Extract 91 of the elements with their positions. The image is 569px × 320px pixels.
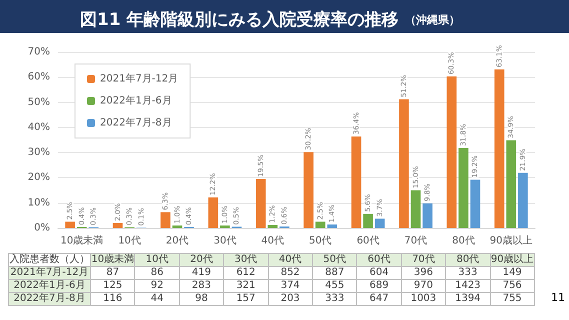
x-tick-label: 90歳以上 xyxy=(490,254,534,266)
x-tick-label: 60代 xyxy=(356,236,380,246)
bar xyxy=(268,224,278,228)
data-label: 116 xyxy=(90,292,135,306)
y-tick-label: 2021年7月-12月 xyxy=(8,266,90,280)
x-tick-label: 70代 xyxy=(401,254,446,266)
x-tick-label: 10代 xyxy=(118,236,141,246)
data-label: 396 xyxy=(401,266,446,280)
data-label: 852 xyxy=(268,266,312,280)
x-tick-label: 70代 xyxy=(404,236,428,246)
chart-title: 入院患者数（人） xyxy=(8,254,90,266)
data-label: 647 xyxy=(356,292,402,306)
data-label: 98 xyxy=(179,292,224,306)
legend-label: 2021年7月-12月 xyxy=(100,72,178,84)
data-label: 321 xyxy=(224,280,268,292)
x-tick-label: 40代 xyxy=(261,236,284,246)
chart-subtitle: （沖縄県） xyxy=(404,14,460,26)
bar xyxy=(458,148,468,228)
data-label: 157 xyxy=(224,292,268,306)
data-label: 756 xyxy=(490,280,534,292)
x-tick-label: 10歳未満 xyxy=(60,234,104,246)
legend-label: 2022年1月-6月 xyxy=(100,94,172,106)
bar xyxy=(172,225,182,228)
data-label: 125 xyxy=(90,280,135,292)
data-label: 333 xyxy=(312,292,357,306)
data-label: 203 xyxy=(268,292,312,306)
y-tick-label: 60% xyxy=(28,72,50,83)
data-label: 333 xyxy=(446,266,490,280)
x-tick-label: 80代 xyxy=(452,236,475,246)
bar xyxy=(112,222,123,228)
data-label: 755 xyxy=(490,292,534,306)
bar xyxy=(506,140,516,228)
bar xyxy=(220,225,230,228)
x-tick-label: 10代 xyxy=(134,254,180,266)
bar xyxy=(315,222,326,228)
y-tick-label: 0% xyxy=(34,222,50,234)
bar xyxy=(446,76,457,228)
legend-label: 2022年7月-8月 xyxy=(100,116,172,128)
data-label: 612 xyxy=(224,266,268,280)
data-label: 419 xyxy=(179,266,224,280)
data-label: 970 xyxy=(401,280,446,292)
bar xyxy=(410,190,421,228)
text: 11 xyxy=(551,291,566,304)
data-label: 374 xyxy=(268,280,312,292)
y-tick-label: 20% xyxy=(28,172,50,184)
x-tick-label: 30代 xyxy=(214,236,236,246)
bar xyxy=(494,69,504,228)
bar xyxy=(256,178,266,228)
bar xyxy=(374,218,385,228)
data-label: 1394 xyxy=(446,292,490,306)
bar xyxy=(470,180,480,228)
x-tick-label: 10歳未満 xyxy=(90,254,135,266)
data-label: 44 xyxy=(134,292,180,306)
data-label: 1003 xyxy=(401,292,446,306)
bar xyxy=(422,203,432,228)
bar xyxy=(351,136,362,228)
y-tick-label: 2022年7月-8月 xyxy=(8,292,90,306)
data-label: 92 xyxy=(134,280,180,292)
bar xyxy=(208,197,218,228)
data-label: 149 xyxy=(490,266,534,280)
y-tick-label: 40% xyxy=(28,122,50,133)
data-label: 1423 xyxy=(446,280,490,292)
data-label: 283 xyxy=(179,280,224,292)
y-tick-label: 70% xyxy=(28,46,50,58)
chart-title: 図11 年齢階級別にみる入院受療率の推移 xyxy=(80,10,399,30)
x-tick-label: 40代 xyxy=(268,254,312,266)
bar xyxy=(327,224,338,228)
y-tick-label: 50% xyxy=(28,96,50,108)
y-tick-label: 10% xyxy=(28,197,50,208)
bar xyxy=(160,212,170,228)
bar xyxy=(399,99,409,228)
data-label: 87 xyxy=(90,266,135,280)
x-tick-label: 30代 xyxy=(224,254,268,266)
x-tick-label: 60代 xyxy=(356,254,402,266)
x-tick-label: 50代 xyxy=(308,236,332,246)
data-label: 86 xyxy=(134,266,180,280)
y-tick-label: 30% xyxy=(28,147,50,158)
bar xyxy=(304,152,314,228)
x-tick-label: 50代 xyxy=(312,254,357,266)
bar xyxy=(518,172,528,228)
data-label: 455 xyxy=(312,280,357,292)
data-label: 604 xyxy=(356,266,402,280)
data-label: 887 xyxy=(312,266,357,280)
y-tick-label: 2022年1月-6月 xyxy=(8,280,90,292)
x-tick-label: 20代 xyxy=(179,254,224,266)
bar xyxy=(65,222,75,228)
data-label: 689 xyxy=(356,280,402,292)
x-tick-label: 90歳以上 xyxy=(490,234,533,246)
x-tick-label: 80代 xyxy=(446,254,490,266)
x-tick-label: 20代 xyxy=(166,236,189,246)
bar xyxy=(363,214,373,228)
